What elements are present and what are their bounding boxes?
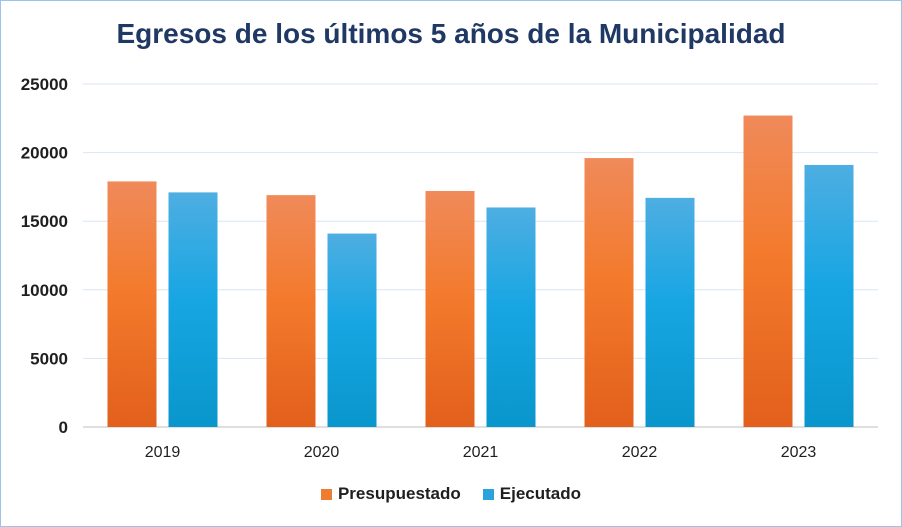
- bar-presupuestado-2020: [266, 195, 316, 427]
- bar-ejecutado-2021: [486, 207, 536, 427]
- bar-presupuestado-2021: [425, 191, 475, 427]
- bar-ejecutado-2023: [804, 164, 854, 427]
- x-axis-ticks: 2019 2020 2021 2022 2023: [145, 444, 817, 461]
- x-tick-label: 2020: [304, 444, 340, 461]
- bar-ejecutado-2019: [168, 192, 218, 427]
- x-tick-label: 2022: [622, 444, 658, 461]
- y-tick-label: 25000: [21, 75, 68, 94]
- legend-item-ejecutado: Ejecutado: [482, 484, 582, 504]
- legend-swatch-presupuestado: [320, 488, 332, 500]
- bar-presupuestado-2019: [107, 181, 157, 427]
- bar-presupuestado-2023: [743, 115, 793, 427]
- y-tick-label: 15000: [21, 212, 68, 231]
- bars: [107, 115, 854, 427]
- y-tick-label: 20000: [21, 144, 68, 163]
- x-tick-label: 2019: [145, 444, 181, 461]
- bar-ejecutado-2020: [327, 233, 377, 427]
- bar-presupuestado-2022: [584, 158, 634, 427]
- legend-label-ejecutado: Ejecutado: [499, 484, 582, 503]
- bar-ejecutado-2022: [645, 197, 695, 427]
- legend-label-presupuestado: Presupuestado: [337, 484, 461, 503]
- legend: Presupuestado Ejecutado: [0, 484, 902, 504]
- y-tick-label: 0: [59, 418, 68, 437]
- chart-title: Egresos de los últimos 5 años de la Muni…: [116, 18, 786, 49]
- x-tick-label: 2023: [781, 444, 817, 461]
- x-tick-label: 2021: [463, 444, 499, 461]
- y-tick-label: 5000: [30, 349, 68, 368]
- legend-item-presupuestado: Presupuestado: [320, 484, 461, 504]
- y-axis-ticks: 0 5000 10000 15000 20000 25000: [21, 75, 68, 437]
- legend-swatch-ejecutado: [482, 488, 494, 500]
- y-tick-label: 10000: [21, 281, 68, 300]
